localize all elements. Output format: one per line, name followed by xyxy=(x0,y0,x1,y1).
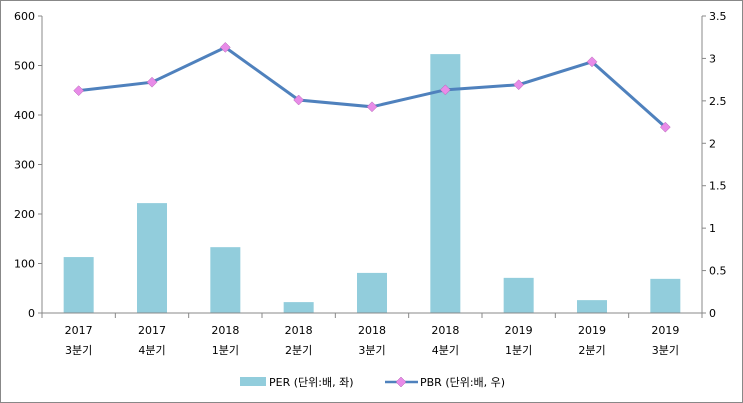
pbr-marker xyxy=(219,42,231,53)
left-tick-label: 500 xyxy=(14,60,35,73)
left-tick-label: 200 xyxy=(14,208,35,221)
right-tick-label: 2 xyxy=(709,137,716,150)
x-tick-label-year: 2019 xyxy=(651,324,679,337)
x-tick-label-year: 2017 xyxy=(138,324,166,337)
left-tick-label: 0 xyxy=(28,307,35,320)
x-tick-label-quarter: 3분기 xyxy=(652,344,679,357)
x-tick-label-quarter: 4분기 xyxy=(138,344,165,357)
x-tick-label-year: 2018 xyxy=(211,324,239,337)
x-tick-label-quarter: 2분기 xyxy=(578,344,605,357)
x-tick-label-quarter: 1분기 xyxy=(505,344,532,357)
per-bar xyxy=(650,278,681,313)
pbr-marker xyxy=(293,94,305,106)
pbr-marker xyxy=(439,84,451,96)
x-tick-label-year: 2019 xyxy=(578,324,606,337)
legend-pbr-marker xyxy=(395,376,407,388)
per-bar xyxy=(283,302,314,313)
left-tick-label: 600 xyxy=(14,10,35,23)
pbr-marker xyxy=(146,76,158,88)
per-bar xyxy=(137,203,167,313)
pbr-marker xyxy=(659,121,671,133)
x-tick-label-year: 2017 xyxy=(65,324,93,337)
per-bar xyxy=(430,54,461,314)
x-tick-label-year: 2018 xyxy=(431,324,459,337)
per-bar xyxy=(210,247,241,313)
per-bar xyxy=(503,277,534,313)
x-tick-label-quarter: 3분기 xyxy=(358,344,385,357)
right-tick-label: 3 xyxy=(709,52,716,65)
legend: PER (단위:배, 좌) PBR (단위:배, 우) xyxy=(240,376,505,389)
per-bar xyxy=(577,300,607,313)
legend-per-swatch xyxy=(240,377,266,386)
x-tick-label-quarter: 3분기 xyxy=(65,344,92,357)
right-tick-label: 2.5 xyxy=(709,95,727,108)
right-tick-label: 0 xyxy=(709,307,716,320)
x-tick-label-quarter: 2분기 xyxy=(285,344,312,357)
x-tick-label-quarter: 1분기 xyxy=(212,344,239,357)
right-tick-label: 1.5 xyxy=(709,180,727,193)
per-bar xyxy=(357,272,387,313)
right-tick-label: 0.5 xyxy=(709,265,727,278)
right-tick-label: 3.5 xyxy=(709,10,727,23)
left-tick-label: 100 xyxy=(14,258,35,271)
left-tick-label: 300 xyxy=(14,159,35,172)
pbr-marker xyxy=(513,79,525,91)
pbr-marker xyxy=(73,85,85,97)
left-tick-label: 400 xyxy=(14,109,35,122)
pbr-marker xyxy=(366,101,378,113)
x-tick-label-quarter: 4분기 xyxy=(432,344,459,357)
x-tick-label-year: 2018 xyxy=(358,324,386,337)
per-bar xyxy=(63,257,94,313)
legend-pbr-label: PBR (단위:배, 우) xyxy=(420,376,505,389)
right-tick-label: 1 xyxy=(709,222,716,235)
legend-per-label: PER (단위:배, 좌) xyxy=(269,376,354,389)
pbr-marker xyxy=(586,56,598,68)
x-tick-label-year: 2019 xyxy=(505,324,533,337)
x-tick-label-year: 2018 xyxy=(285,324,313,337)
